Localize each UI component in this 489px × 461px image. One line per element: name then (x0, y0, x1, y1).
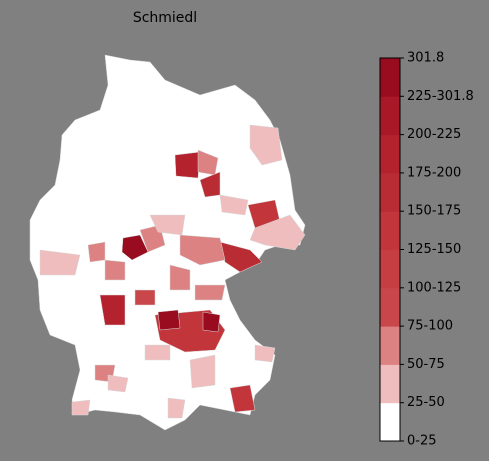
region (194, 284, 226, 301)
region (169, 264, 191, 291)
colorbar-label: 50-75 (407, 357, 445, 372)
colorbar-label: 75-100 (407, 319, 453, 334)
colorbar-band (380, 402, 400, 442)
colorbar-label: 125-150 (407, 242, 461, 257)
colorbar-label: 175-200 (407, 165, 461, 180)
colorbar: 0-25 25-50 50-75 75-100 100-125 125-150 150-17… (379, 51, 474, 449)
region (99, 294, 126, 326)
colorbar-label: 225-301.8 (407, 89, 474, 104)
region (202, 311, 221, 333)
colorbar-band (380, 249, 400, 289)
region (167, 397, 186, 419)
region (189, 354, 216, 389)
map-title: Schmiedl (133, 10, 197, 26)
region (134, 289, 156, 306)
colorbar-label: 301.8 (407, 51, 444, 66)
region (87, 241, 106, 263)
colorbar-label: 0-25 (407, 434, 437, 449)
region (71, 399, 91, 416)
region (229, 384, 256, 413)
colorbar-label: 100-125 (407, 280, 461, 295)
colorbar-label: 150-175 (407, 204, 461, 219)
colorbar-band (380, 96, 400, 136)
colorbar-label: 25-50 (407, 395, 445, 410)
region (144, 344, 171, 361)
region (254, 344, 276, 363)
region (107, 374, 129, 393)
region (179, 234, 226, 266)
colorbar-band (380, 211, 400, 250)
region (219, 194, 249, 216)
colorbar-band (380, 326, 400, 365)
colorbar-label: 200-225 (407, 127, 461, 142)
colorbar-band (380, 364, 400, 404)
country-outline (29, 54, 306, 431)
region (249, 214, 306, 251)
colorbar-band (380, 172, 400, 212)
region (39, 249, 81, 276)
colorbar-band (380, 287, 400, 327)
colorbar-band (380, 134, 400, 174)
germany-map (29, 54, 306, 431)
region (104, 259, 126, 281)
region (157, 309, 181, 331)
colorbar-band (380, 58, 400, 97)
region (249, 124, 283, 166)
region (121, 234, 149, 261)
region (174, 151, 201, 179)
